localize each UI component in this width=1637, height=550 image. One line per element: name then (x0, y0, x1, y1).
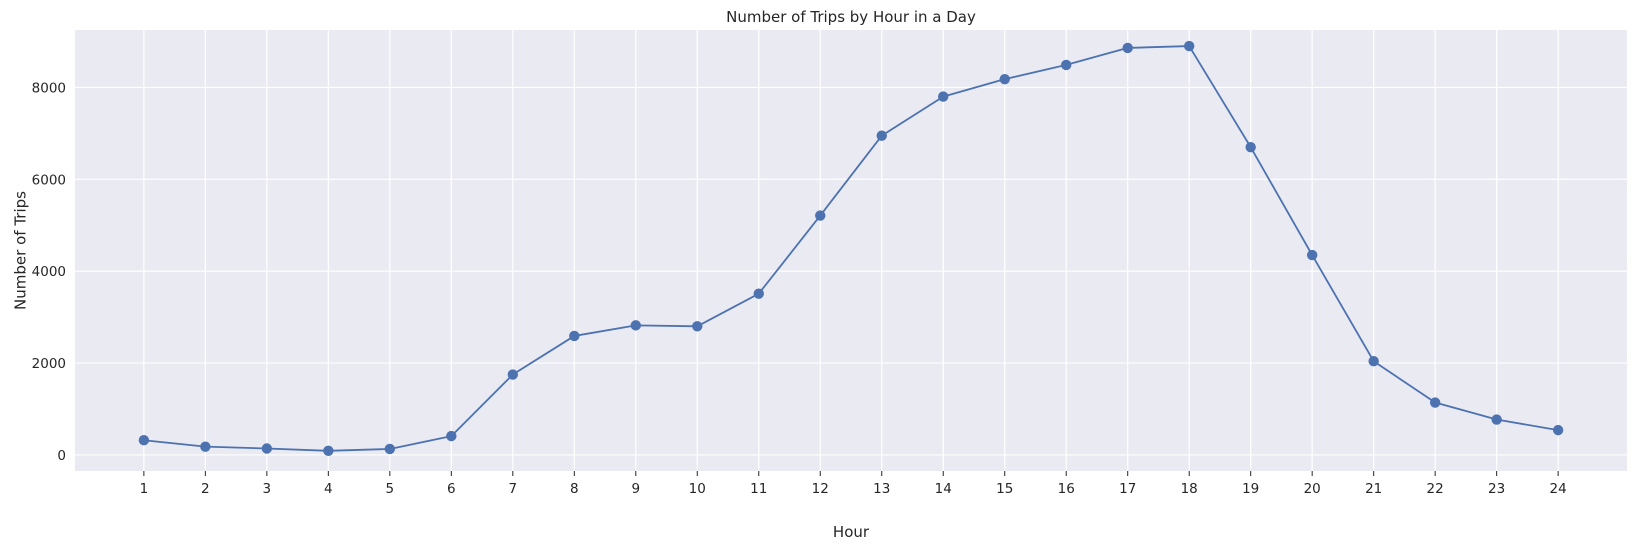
x-tick-label: 22 (1427, 481, 1444, 497)
x-tick-label: 14 (935, 481, 952, 497)
x-tick-label: 4 (324, 481, 333, 497)
x-axis-title: Hour (833, 523, 870, 541)
y-tick-label: 8000 (32, 80, 66, 96)
x-tick-label: 18 (1181, 481, 1198, 497)
x-tick-label: 24 (1550, 481, 1567, 497)
data-point (1306, 249, 1318, 261)
chart-title: Number of Trips by Hour in a Day (726, 8, 976, 26)
data-point (999, 73, 1010, 85)
x-tick-label: 9 (631, 481, 640, 497)
data-point (384, 443, 396, 455)
data-point (692, 321, 703, 332)
x-tick-label: 7 (509, 481, 518, 497)
grid-lines (75, 30, 1627, 471)
x-tick-label: 19 (1242, 481, 1259, 497)
y-tick-label: 4000 (32, 264, 66, 280)
x-axis-ticks: 1 2 3 4 5 6 7 8 9 10 11 12 13 14 15 16 17 18 19 20 21 22 23 24 (140, 471, 1567, 497)
x-tick-label: 2 (201, 481, 210, 497)
data-point (138, 435, 150, 446)
data-point (1122, 42, 1133, 54)
data-point (815, 210, 826, 221)
data-point (1245, 141, 1256, 153)
data-point (1429, 397, 1441, 408)
x-tick-label: 8 (570, 481, 579, 497)
data-point (261, 443, 273, 454)
x-tick-label: 5 (386, 481, 395, 497)
data-point (630, 320, 641, 331)
x-tick-label: 23 (1488, 481, 1505, 497)
x-tick-label: 3 (263, 481, 272, 497)
data-point (876, 130, 887, 141)
x-tick-label: 20 (1304, 481, 1321, 497)
x-tick-label: 12 (812, 481, 829, 497)
data-point (1183, 40, 1195, 52)
data-point (507, 369, 519, 380)
data-point (1552, 424, 1564, 436)
data-point (1061, 59, 1072, 71)
x-tick-label: 1 (140, 481, 149, 497)
series-line (143, 45, 1559, 452)
x-tick-label: 21 (1365, 481, 1382, 497)
x-tick-label: 10 (689, 481, 706, 497)
data-point (446, 430, 457, 442)
series-layer (138, 40, 1564, 456)
x-tick-label: 13 (873, 481, 890, 497)
y-axis-title: Number of Trips (11, 191, 29, 310)
data-point (200, 441, 211, 452)
y-tick-label: 6000 (32, 172, 66, 188)
y-tick-label: 0 (57, 448, 66, 464)
data-point (1491, 414, 1502, 425)
data-point (938, 91, 949, 102)
x-tick-label: 6 (447, 481, 456, 497)
x-tick-label: 17 (1119, 481, 1136, 497)
data-point (323, 445, 334, 456)
data-point (1368, 356, 1379, 367)
x-tick-label: 16 (1058, 481, 1075, 497)
plot-area (75, 30, 1627, 471)
data-point (569, 330, 580, 342)
y-tick-label: 2000 (32, 356, 66, 372)
x-tick-label: 11 (750, 481, 767, 497)
data-point (753, 288, 764, 299)
x-tick-label: 15 (996, 481, 1013, 497)
y-axis-ticks: 0 2000 4000 6000 8000 (32, 80, 66, 464)
